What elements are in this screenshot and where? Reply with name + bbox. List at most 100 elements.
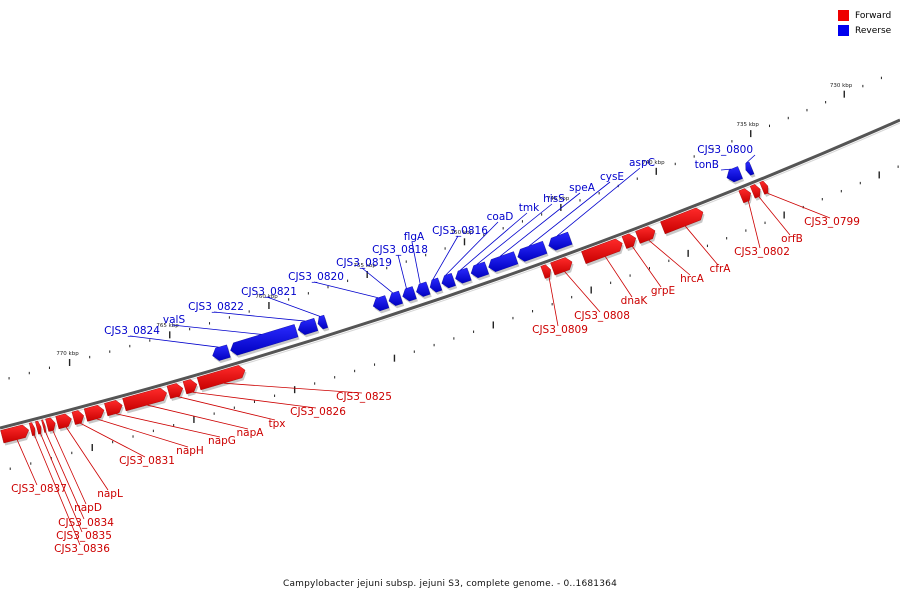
gene-label-tonB[interactable]: tonB xyxy=(695,159,719,171)
gene-tmk[interactable] xyxy=(455,267,472,284)
gene-CJS3_0818[interactable] xyxy=(402,286,417,302)
reverse-swatch xyxy=(838,25,849,36)
leader-CJS3_0821 xyxy=(266,296,321,317)
gene-CJS3_0836[interactable] xyxy=(28,422,36,437)
gene-label-CJS3_0802[interactable]: CJS3_0802 xyxy=(734,246,790,258)
gene-napL[interactable] xyxy=(55,413,72,430)
gene-napH[interactable] xyxy=(83,404,105,422)
gene-label-napA[interactable]: napA xyxy=(237,427,265,439)
gene-CJS3_0821[interactable] xyxy=(317,314,329,330)
gene-label-coaD[interactable]: coaD xyxy=(487,211,514,223)
gene-CJS3_0826[interactable] xyxy=(182,379,198,395)
gene-label-napD[interactable]: napD xyxy=(74,502,102,514)
leader-dnaK xyxy=(604,256,633,298)
gene-label-CJS3_0819[interactable]: CJS3_0819 xyxy=(336,257,392,269)
gene-CJS3_0809[interactable] xyxy=(540,264,551,279)
gene-flgA[interactable] xyxy=(416,281,431,297)
gene-napD[interactable] xyxy=(45,417,56,432)
gene-label-CJS3_0800[interactable]: CJS3_0800 xyxy=(697,144,753,156)
leader-hrcA xyxy=(648,239,691,276)
gene-valS[interactable] xyxy=(230,324,299,356)
gene-label-CJS3_0835[interactable]: CJS3_0835 xyxy=(56,530,112,542)
gene-CJS3_0808[interactable] xyxy=(550,257,573,276)
gene-orfB[interactable] xyxy=(749,184,761,199)
gene-dnaK[interactable] xyxy=(581,238,623,264)
gene-CJS3_0835[interactable] xyxy=(35,420,42,435)
gene-label-CJS3_0826[interactable]: CJS3_0826 xyxy=(290,406,346,418)
leader-tmk xyxy=(459,212,528,271)
gene-CJS3_0822[interactable] xyxy=(297,318,319,335)
tick-label: 765 kbp xyxy=(156,323,179,329)
gene-label-CJS3_0816[interactable]: CJS3_0816 xyxy=(432,225,488,237)
gene-CJS3_0802[interactable] xyxy=(738,188,751,204)
gene-label-CJS3_0822[interactable]: CJS3_0822 xyxy=(188,301,244,313)
leader-CJS3_0826 xyxy=(192,391,317,409)
gene-label-CJS3_0820[interactable]: CJS3_0820 xyxy=(288,271,344,283)
gene-label-CJS3_0799[interactable]: CJS3_0799 xyxy=(804,216,860,228)
gene-label-cfrA[interactable]: cfrA xyxy=(710,263,732,275)
leader-orfB xyxy=(758,196,791,236)
gene-label-hisS[interactable]: hisS xyxy=(543,193,565,205)
tick-label: 760 kbp xyxy=(255,294,278,300)
gene-label-valS[interactable]: valS xyxy=(163,314,186,326)
gene-label-CJS3_0808[interactable]: CJS3_0808 xyxy=(574,310,630,322)
gene-grpE[interactable] xyxy=(621,233,637,249)
gene-napG[interactable] xyxy=(104,400,123,417)
gene-CJS3_0799[interactable] xyxy=(759,180,769,195)
gene-coaD[interactable] xyxy=(441,273,456,289)
leader-CJS3_0818 xyxy=(397,254,407,289)
tick-label: 750 kbp xyxy=(451,230,474,236)
gene-label-tpx[interactable]: tpx xyxy=(269,418,286,430)
leader-CJS3_0799 xyxy=(767,192,831,219)
gene-label-CJS3_0821[interactable]: CJS3_0821 xyxy=(241,286,297,298)
gene-label-CJS3_0818[interactable]: CJS3_0818 xyxy=(372,244,428,256)
gene-label-CJS3_0836[interactable]: CJS3_0836 xyxy=(54,543,110,555)
gene-label-orfB[interactable]: orfB xyxy=(781,233,803,245)
gene-CJS3_0820[interactable] xyxy=(372,295,390,312)
tick-label: 740 kbp xyxy=(642,160,665,166)
gene-label-grpE[interactable]: grpE xyxy=(651,285,675,297)
leader-cfrA xyxy=(684,225,719,266)
gene-label-flgA[interactable]: flgA xyxy=(404,231,425,243)
gene-label-cysE[interactable]: cysE xyxy=(600,171,624,183)
tick-label: 735 kbp xyxy=(736,122,759,128)
leader-CJS3_0819 xyxy=(361,267,394,294)
gene-label-hrcA[interactable]: hrcA xyxy=(680,273,705,285)
gene-label-napL[interactable]: napL xyxy=(97,488,123,500)
gene-napA[interactable] xyxy=(122,387,167,412)
gene-label-CJS3_0809[interactable]: CJS3_0809 xyxy=(532,324,588,336)
legend: Forward Reverse xyxy=(838,8,891,38)
gene-label-dnaK[interactable]: dnaK xyxy=(621,295,649,307)
gene-cfrA[interactable] xyxy=(660,207,704,235)
gene-label-CJS3_0824[interactable]: CJS3_0824 xyxy=(104,325,160,337)
gene-tpx[interactable] xyxy=(166,383,184,399)
gene-CJS3_0834[interactable] xyxy=(41,419,47,433)
leader-napG xyxy=(115,413,221,438)
gene-CJS3_0837[interactable] xyxy=(0,424,30,444)
gene-label-CJS3_0825[interactable]: CJS3_0825 xyxy=(336,391,392,403)
gene-cysE[interactable] xyxy=(517,240,548,262)
gene-hisS[interactable] xyxy=(470,261,490,279)
gene-speA[interactable] xyxy=(488,251,519,272)
leader-CJS3_0837 xyxy=(16,439,38,486)
gene-label-CJS3_0831[interactable]: CJS3_0831 xyxy=(119,455,175,467)
backbone-line xyxy=(0,118,900,430)
gene-label-napG[interactable]: napG xyxy=(208,435,236,447)
gene-label-tmk[interactable]: tmk xyxy=(519,202,540,214)
gene-CJS3_0800[interactable] xyxy=(745,161,755,176)
gene-label-CJS3_0834[interactable]: CJS3_0834 xyxy=(58,517,114,529)
gene-label-CJS3_0837[interactable]: CJS3_0837 xyxy=(11,483,67,495)
gene-CJS3_0825[interactable] xyxy=(196,365,246,391)
gene-hrcA[interactable] xyxy=(635,226,656,244)
gene-CJS3_0819[interactable] xyxy=(388,290,403,306)
gene-label-napH[interactable]: napH xyxy=(176,445,204,457)
gene-tonB[interactable] xyxy=(726,166,743,183)
leader-CJS3_0831 xyxy=(80,422,146,458)
gene-label-speA[interactable]: speA xyxy=(569,182,596,194)
gene-CJS3_0824[interactable] xyxy=(212,344,231,361)
gene-CJS3_0831[interactable] xyxy=(71,410,84,425)
gene-CJS3_0816[interactable] xyxy=(429,277,443,293)
leader-CJS3_0809 xyxy=(548,277,559,327)
gene-label-aspC[interactable]: aspC xyxy=(629,157,655,169)
gene-aspC[interactable] xyxy=(548,231,573,251)
